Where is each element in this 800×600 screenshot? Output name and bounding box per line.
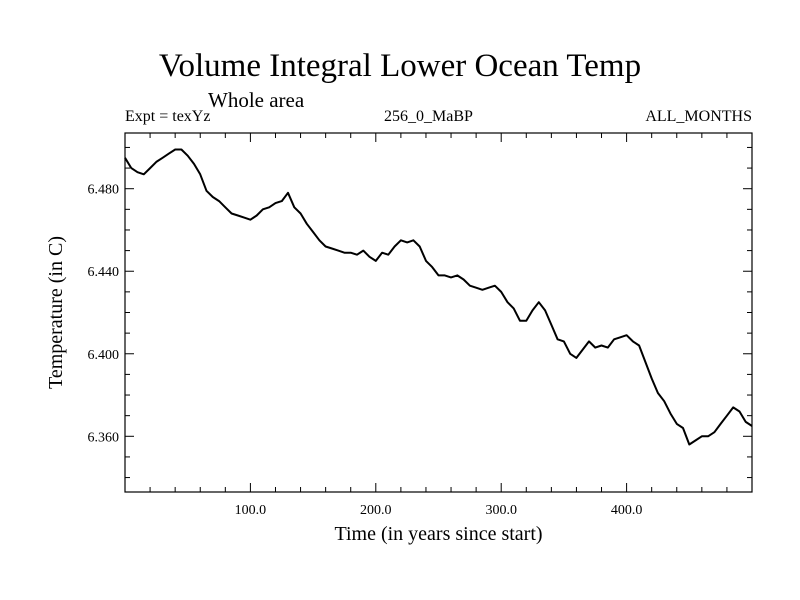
y-tick-label: 6.400 [88, 348, 120, 363]
x-tick-label: 100.0 [235, 503, 267, 518]
run-id-label: 256_0_MaBP [384, 108, 473, 125]
tick-labels: 100.0 200.0 300.0 400.0 6.360 6.400 6.440 6.480 [88, 183, 643, 518]
y-axis-label: Temperature (in C) [45, 236, 67, 389]
plot-frame [124, 132, 753, 493]
x-tick-label: 300.0 [485, 503, 517, 518]
y-tick-label: 6.440 [88, 265, 120, 280]
chart-subtitle: Whole area [208, 88, 305, 112]
y-tick-label: 6.480 [88, 183, 120, 198]
x-axis-label: Time (in years since start) [334, 523, 542, 545]
x-tick-label: 400.0 [611, 503, 643, 518]
series-line-temperature [124, 148, 753, 446]
experiment-label: Expt = texYz [125, 108, 211, 125]
y-tick-label: 6.360 [88, 430, 120, 445]
x-tick-label: 200.0 [360, 503, 392, 518]
months-label: ALL_MONTHS [645, 108, 752, 125]
tick-marks [125, 133, 752, 492]
chart-title: Volume Integral Lower Ocean Temp [158, 48, 642, 84]
